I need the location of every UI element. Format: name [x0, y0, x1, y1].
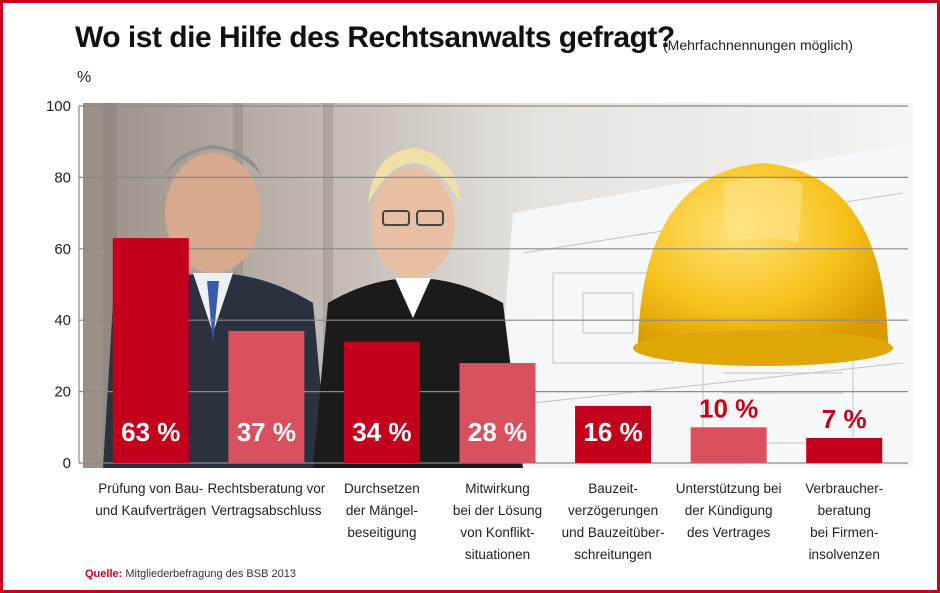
category-label: Unterstützung bei der Kündigung des Vertra… — [676, 481, 782, 540]
bar — [575, 405, 652, 463]
category-label-line: beseitigung — [347, 525, 416, 540]
bar-chart: 0 20 40 60 80 100 63 % Prüfung von Bau-und Kauf… — [46, 98, 908, 562]
category-label: Mitwirkung bei der Lösung von Konflikt-sit… — [453, 481, 542, 562]
data-label: 7 % — [822, 404, 867, 434]
source-note: Quelle: Mitgliederbefragung des BSB 2013 — [85, 568, 296, 580]
data-label: 28 % — [468, 417, 527, 447]
chart-subtitle: (Mehrfachnennungen möglich) — [663, 37, 853, 53]
y-tick-label: 100 — [46, 98, 71, 115]
category-label-line: des Vertrages — [687, 525, 771, 540]
data-label: 37 % — [237, 417, 296, 447]
category-label: Durchsetzen der Mängel-beseitigung — [344, 481, 420, 540]
data-label: 63 % — [121, 417, 180, 447]
bar — [806, 438, 883, 463]
category-label: Prüfung von Bau-und Kaufverträgen — [95, 481, 206, 518]
chart-title: Wo ist die Hilfe des Rechtsanwalts gefra… — [75, 21, 675, 54]
category-label-line: Bauzeit- — [588, 481, 638, 496]
category-label-line: schreitungen — [574, 547, 651, 562]
category-label-line: Verbraucher- — [805, 481, 883, 496]
bar — [112, 238, 189, 463]
source-label: Quelle: — [85, 568, 123, 580]
category-label-line: von Konflikt- — [460, 525, 534, 540]
source-text: Mitgliederbefragung des BSB 2013 — [125, 568, 296, 580]
category-label-line: Durchsetzen — [344, 481, 420, 496]
category-label-line: Unterstützung bei — [676, 481, 782, 496]
category-label-line: situationen — [465, 547, 530, 562]
category-label-line: Rechtsberatung vor — [207, 481, 325, 496]
category-label-line: der Kündigung — [685, 503, 773, 518]
y-axis-unit: % — [77, 69, 92, 86]
category-label-line: bei der Lösung — [453, 503, 542, 518]
y-tick-label: 80 — [54, 169, 71, 186]
y-tick-label: 60 — [54, 241, 71, 258]
category-label-line: Prüfung von Bau- — [98, 481, 203, 496]
category-label-line: Vertragsabschluss — [211, 503, 322, 518]
bar — [343, 341, 420, 463]
category-label-line: und Kaufverträgen — [95, 503, 206, 518]
category-label-line: insolvenzen — [809, 547, 880, 562]
category-label-line: bei Firmen- — [810, 525, 878, 540]
category-label-line: und Bauzeitüber- — [562, 525, 665, 540]
data-label: 10 % — [699, 393, 758, 423]
bar — [690, 427, 767, 463]
bar — [459, 363, 536, 463]
y-tick-label: 40 — [54, 312, 71, 329]
category-label: Bauzeit-verzögerungen und Bauzeitüber-sch… — [562, 481, 665, 562]
category-label-line: verzögerungen — [568, 503, 658, 518]
data-label: 16 % — [583, 417, 642, 447]
category-label: Verbraucher-beratung bei Firmen-insolvenz… — [805, 481, 883, 562]
y-tick-label: 20 — [54, 384, 71, 401]
category-label: Rechtsberatung vor Vertragsabschluss — [207, 481, 325, 518]
y-tick-label: 0 — [63, 455, 71, 472]
bar — [228, 330, 305, 463]
category-label-line: beratung — [818, 503, 871, 518]
data-label: 34 % — [352, 417, 411, 447]
category-label-line: der Mängel- — [346, 503, 418, 518]
category-label-line: Mitwirkung — [465, 481, 530, 496]
